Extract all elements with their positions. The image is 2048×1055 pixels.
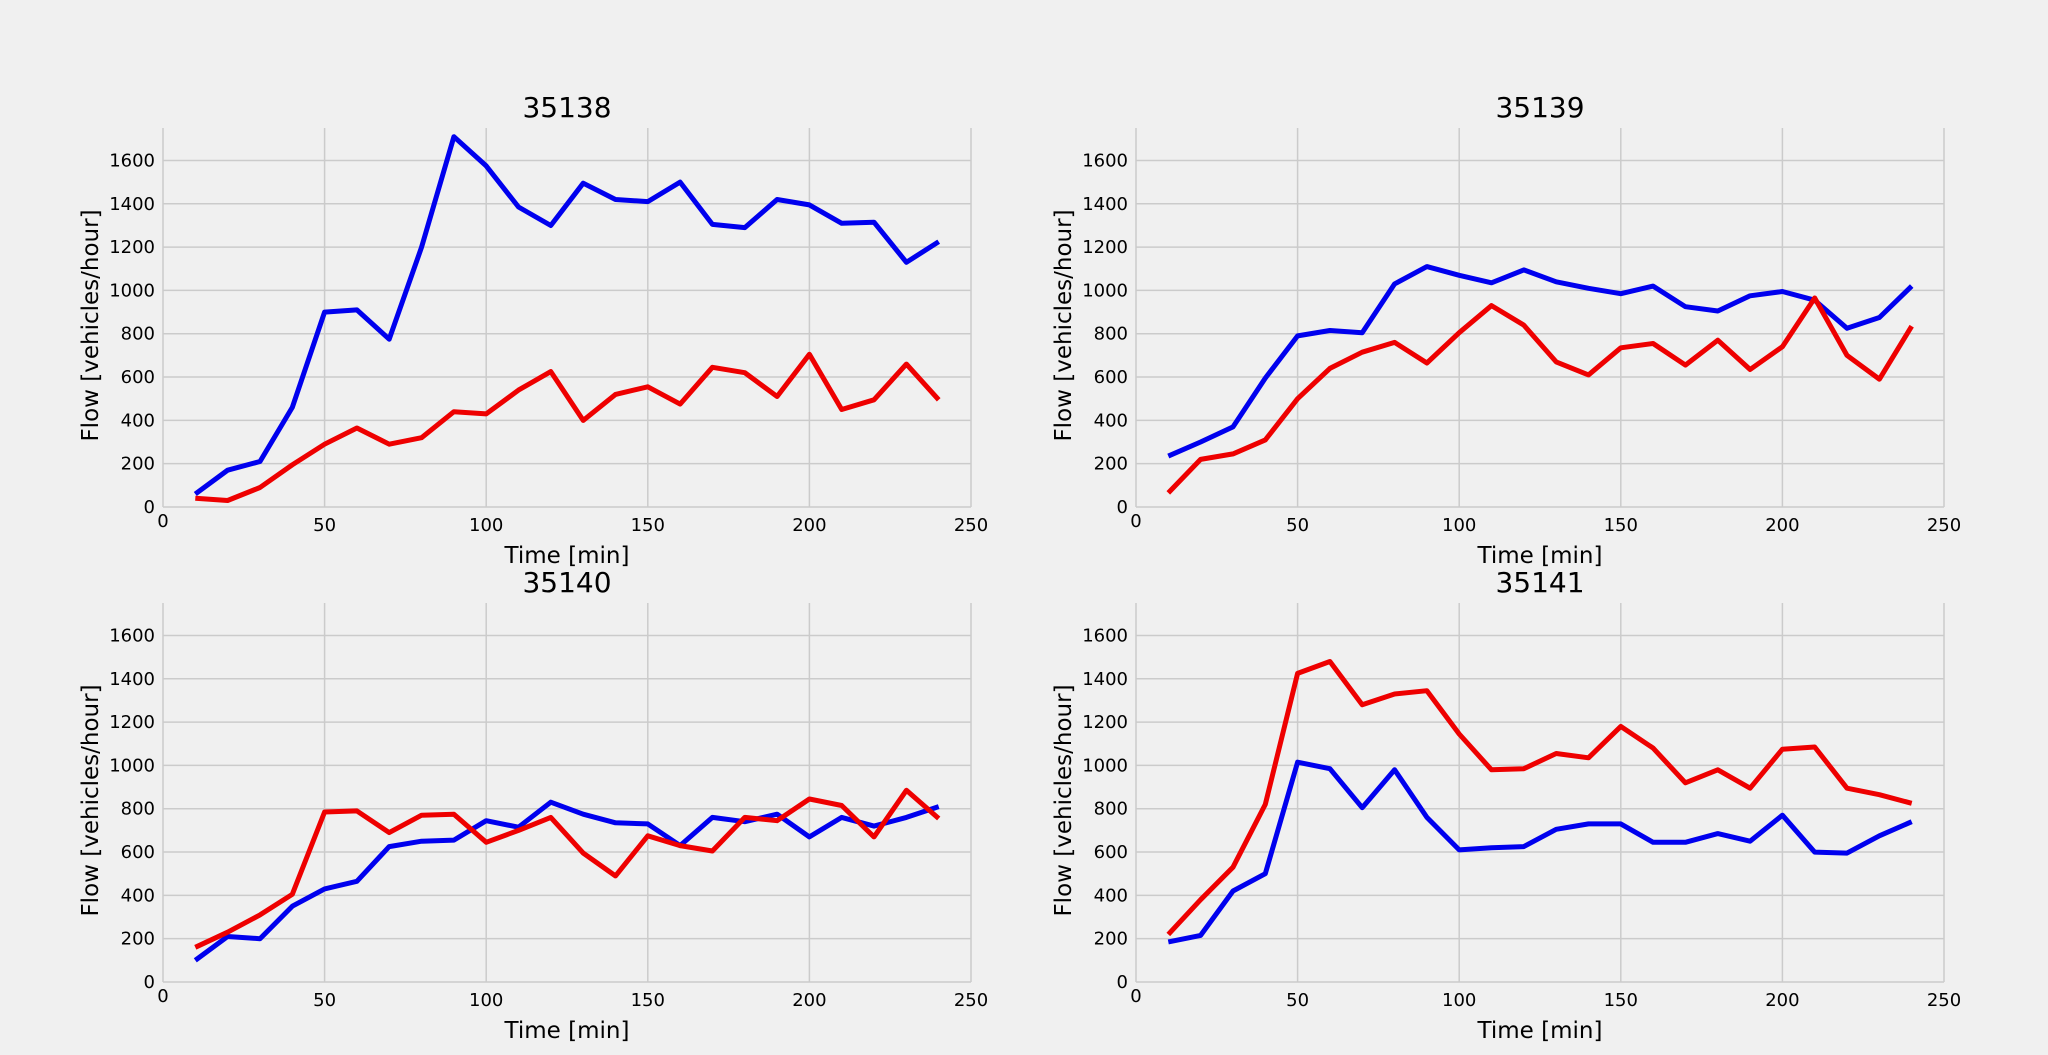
chart-4-ytick-label: 1200 (1082, 712, 1128, 733)
chart-4-ytick-label: 1000 (1082, 755, 1128, 776)
chart-2-ytick-label: 400 (1094, 410, 1128, 431)
chart-3: 0 200 400 600 800 1000 1200 1400 1600 0 50 100 150 20… (78, 566, 988, 1044)
chart-2-series-2-line (1166, 295, 1914, 495)
chart-3-xtick-label: 0 (157, 986, 168, 1007)
chart-2-ytick-label: 1400 (1082, 194, 1128, 215)
chart-1-ytick-label: 1000 (109, 280, 155, 301)
chart-3-ytick-label: 200 (121, 929, 155, 950)
chart-1-ytick-label: 600 (121, 367, 155, 388)
chart-3-xtick-label: 250 (954, 990, 988, 1011)
chart-2-ytick-label: 1000 (1082, 280, 1128, 301)
chart-4-ytick-label: 800 (1094, 799, 1128, 820)
chart-3-ytick-label: 600 (121, 842, 155, 863)
chart-3-ylabel: Flow [vehicles/hour] (78, 684, 104, 916)
chart-3-ytick-label: 0 (144, 972, 155, 993)
chart-2-ytick-label: 1200 (1082, 237, 1128, 258)
chart-1-xtick-label: 150 (631, 515, 665, 536)
chart-4-series-2-line (1166, 659, 1913, 937)
chart-2-xlabel: Time [min] (1477, 543, 1603, 569)
chart-1-xtick-label: 200 (792, 515, 826, 536)
chart-4-xtick-label: 200 (1765, 990, 1799, 1011)
chart-1-title: 35138 (522, 91, 611, 124)
chart-3-xtick-label: 100 (469, 990, 503, 1011)
chart-4-ytick-label: 1600 (1082, 625, 1128, 646)
chart-3-title: 35140 (522, 566, 611, 599)
chart-3-xtick-label: 150 (631, 990, 665, 1011)
chart-4-xtick-label: 0 (1130, 986, 1141, 1007)
chart-1-xtick-label: 0 (157, 511, 168, 532)
chart-2: 0 200 400 600 800 1000 1200 1400 1600 0 50 100 150 20… (1051, 91, 1961, 569)
chart-3-ytick-label: 1400 (109, 669, 155, 690)
chart-3-series-2-line (194, 787, 941, 950)
chart-2-ytick-label: 600 (1094, 367, 1128, 388)
chart-1-series-2-line (195, 351, 941, 503)
chart-1-ytick-label: 0 (144, 497, 155, 518)
chart-2-xtick-label: 100 (1442, 515, 1476, 536)
chart-4-xtick-label: 150 (1604, 990, 1638, 1011)
chart-1-xtick-label: 250 (954, 515, 988, 536)
chart-4-ylabel: Flow [vehicles/hour] (1051, 684, 1077, 916)
chart-2-xtick-label: 0 (1130, 511, 1141, 532)
chart-4-ytick-label: 400 (1094, 885, 1128, 906)
chart-2-ytick-label: 800 (1094, 324, 1128, 345)
chart-2-ytick-label: 1600 (1082, 150, 1128, 171)
chart-4: 0 200 400 600 800 1000 1200 1400 1600 0 50 100 150 20… (1051, 566, 1961, 1044)
chart-2-xtick-label: 50 (1286, 515, 1309, 536)
chart-4-ytick-label: 0 (1117, 972, 1128, 993)
chart-4-title: 35141 (1495, 566, 1584, 599)
chart-2-xtick-label: 150 (1604, 515, 1638, 536)
chart-4-ytick-label: 600 (1094, 842, 1128, 863)
chart-3-ytick-label: 1000 (109, 755, 155, 776)
chart-3-series-1-line (193, 799, 940, 963)
chart-2-series-1-line (1167, 264, 1914, 459)
chart-4-xtick-label: 250 (1927, 990, 1961, 1011)
chart-4-ytick-label: 1400 (1082, 669, 1128, 690)
chart-4-ytick-label: 200 (1094, 929, 1128, 950)
chart-1-ylabel: Flow [vehicles/hour] (78, 209, 104, 441)
chart-4-xtick-label: 50 (1286, 990, 1309, 1011)
chart-2-ylabel: Flow [vehicles/hour] (1051, 209, 1077, 441)
chart-4-xlabel: Time [min] (1477, 1018, 1603, 1044)
chart-1-ytick-label: 200 (121, 454, 155, 475)
chart-3-xtick-label: 50 (313, 990, 336, 1011)
chart-3-ytick-label: 1200 (109, 712, 155, 733)
chart-3-ytick-label: 1600 (109, 625, 155, 646)
chart-2-xtick-label: 250 (1927, 515, 1961, 536)
chart-1-ytick-label: 1400 (109, 194, 155, 215)
chart-3-ytick-label: 800 (121, 799, 155, 820)
chart-3-ytick-label: 400 (121, 885, 155, 906)
chart-2-ytick-label: 0 (1117, 497, 1128, 518)
chart-1-ytick-label: 400 (121, 410, 155, 431)
chart-1-xtick-label: 50 (313, 515, 336, 536)
chart-2-ytick-label: 200 (1094, 454, 1128, 475)
chart-2-xtick-label: 200 (1765, 515, 1799, 536)
chart-4-series-1-line (1167, 759, 1913, 945)
chart-1-series-1-line (193, 134, 941, 497)
chart-1-ytick-label: 800 (121, 324, 155, 345)
chart-1-ytick-label: 1200 (109, 237, 155, 258)
chart-1: 0 200 400 600 800 1000 1200 1400 1600 0 50 100 150 20… (78, 91, 988, 569)
chart-1-xtick-label: 100 (469, 515, 503, 536)
chart-1-ytick-label: 1600 (109, 150, 155, 171)
chart-1-xlabel: Time [min] (504, 543, 630, 569)
chart-2-title: 35139 (1495, 91, 1584, 124)
chart-4-xtick-label: 100 (1442, 990, 1476, 1011)
chart-3-xtick-label: 200 (792, 990, 826, 1011)
chart-3-xlabel: Time [min] (504, 1018, 630, 1044)
